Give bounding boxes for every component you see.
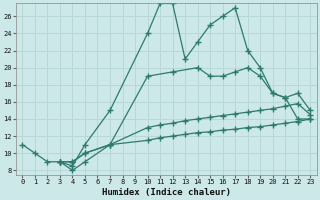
X-axis label: Humidex (Indice chaleur): Humidex (Indice chaleur) xyxy=(102,188,231,197)
